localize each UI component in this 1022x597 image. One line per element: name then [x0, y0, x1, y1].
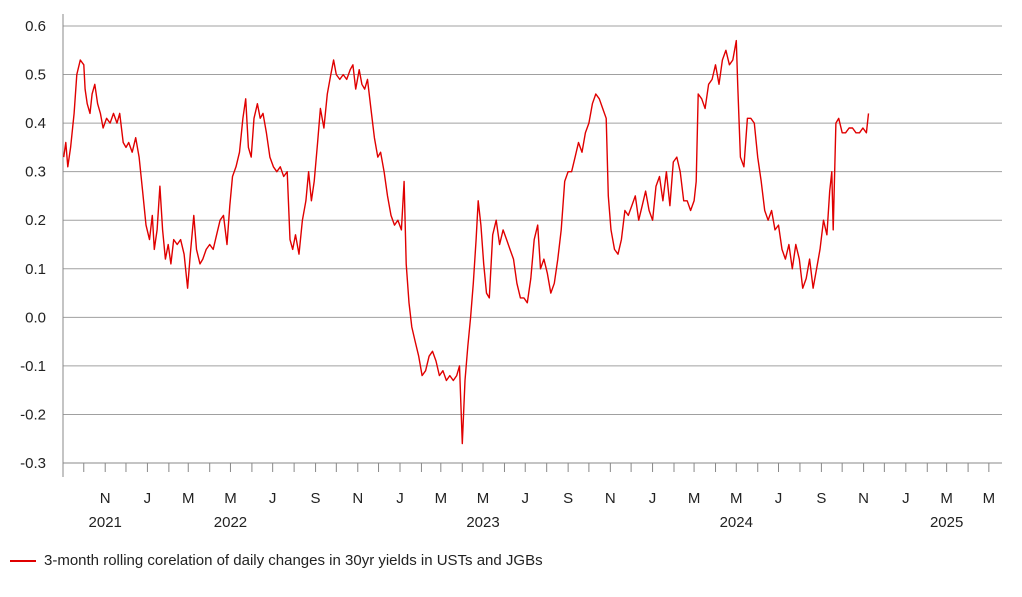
- x-year-label: 2021: [89, 514, 122, 531]
- y-tick-label: 0.4: [25, 115, 46, 132]
- x-tick-label: J: [775, 490, 783, 507]
- x-tick-label: J: [902, 490, 910, 507]
- x-tick-label: J: [649, 490, 657, 507]
- x-tick-label: N: [100, 490, 111, 507]
- y-tick-label: 0.6: [25, 18, 46, 35]
- y-tick-label: -0.3: [20, 455, 46, 472]
- x-tick-label: M: [435, 490, 448, 507]
- y-tick-label: 0.3: [25, 164, 46, 181]
- x-year-label: 2024: [720, 514, 753, 531]
- x-tick-label: J: [144, 490, 152, 507]
- y-tick-label: 0.2: [25, 212, 46, 229]
- legend-label: 3-month rolling corelation of daily chan…: [44, 552, 543, 569]
- x-year-label: 2022: [214, 514, 247, 531]
- x-tick-label: J: [269, 490, 277, 507]
- x-tick-label: M: [182, 490, 195, 507]
- x-tick-label: S: [311, 490, 321, 507]
- x-tick-label: M: [940, 490, 953, 507]
- legend: 3-month rolling corelation of daily chan…: [10, 552, 543, 569]
- line-chart: 0.6 0.5 0.4 0.3 0.2 0.1 0.0 -0.1 -0.2 -0.3 N J M M J S N…: [20, 14, 1002, 531]
- x-tick-label: J: [521, 490, 529, 507]
- x-tick-label: M: [477, 490, 490, 507]
- x-tick-label: N: [858, 490, 869, 507]
- x-tick-label: S: [816, 490, 826, 507]
- y-tick-label: 0.1: [25, 261, 46, 278]
- x-tick-label: N: [605, 490, 616, 507]
- y-tick-label: 0.5: [25, 67, 46, 84]
- y-tick-label: -0.1: [20, 358, 46, 375]
- x-tick-label: N: [352, 490, 363, 507]
- legend-swatch: [10, 559, 36, 562]
- series-line-0: [63, 39, 870, 445]
- x-tick-label: M: [730, 490, 743, 507]
- x-tick-label: J: [396, 490, 404, 507]
- x-tick-label: M: [983, 490, 996, 507]
- x-year-label: 2025: [930, 514, 963, 531]
- x-year-label: 2023: [466, 514, 499, 531]
- y-tick-label: 0.0: [25, 309, 46, 326]
- x-tick-label: M: [224, 490, 237, 507]
- x-tick-label: S: [563, 490, 573, 507]
- y-tick-label: -0.2: [20, 406, 46, 423]
- x-tick-label: M: [688, 490, 701, 507]
